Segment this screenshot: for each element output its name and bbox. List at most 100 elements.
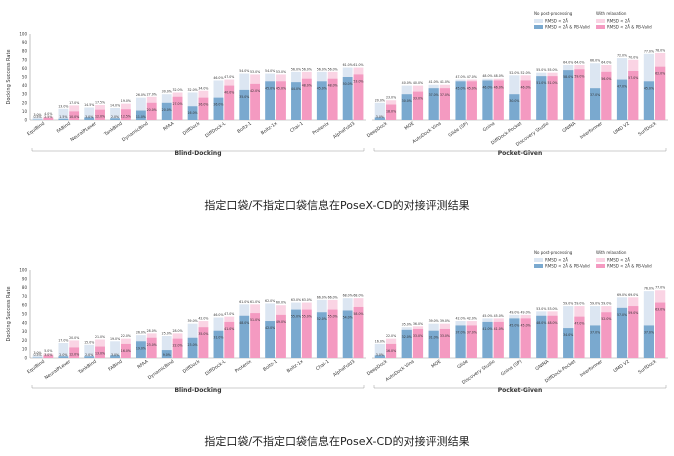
bar-raw-rmsd-pb	[536, 76, 547, 120]
bar-relax-rmsd-pb	[520, 80, 531, 120]
data-label: 42.0%	[455, 317, 465, 321]
data-label: 41.0%	[440, 80, 450, 84]
x-tick-label: Chai-1	[315, 359, 331, 372]
x-tick-label: Boltz-1x	[286, 359, 305, 375]
data-label: 31.0%	[429, 336, 439, 340]
data-label: 60.0%	[276, 301, 286, 305]
data-label: 15.0%	[84, 340, 94, 344]
data-label: 59.0%	[563, 302, 573, 306]
data-label: 12.0%	[95, 115, 105, 119]
data-label: 30.0%	[509, 99, 519, 103]
bar-raw-rmsd-pb	[265, 321, 276, 358]
data-label: 54.0%	[343, 315, 353, 319]
bar-relax-rmsd-pb	[385, 104, 397, 120]
x-tick-label: Interformer	[579, 359, 604, 379]
bar-relax-rmsd-pb	[520, 318, 531, 358]
bar-relax-rmsd-pb	[198, 327, 209, 358]
data-label: 33.0%	[413, 97, 423, 101]
x-tick-label: DeepDock	[366, 121, 389, 140]
bar-raw-rmsd	[110, 107, 120, 120]
bar-raw-rmsd-pb	[563, 328, 574, 358]
bar-relax-rmsd-pb	[412, 328, 424, 358]
bar-raw-rmsd-pb	[291, 82, 301, 120]
data-label: 27.0%	[172, 102, 182, 106]
data-label: 1.5%	[59, 115, 67, 119]
data-label: 59.0%	[574, 74, 584, 78]
data-label: 45.0%	[455, 86, 465, 90]
x-tick-label: Gnina (SP)	[500, 359, 523, 378]
data-label: 17.0%	[58, 339, 68, 343]
data-label: 42.0%	[467, 317, 477, 321]
data-label: 35.0%	[402, 323, 412, 327]
x-tick-label: NeuralPLexer	[44, 359, 72, 381]
data-label: 46.0%	[213, 76, 223, 80]
bar-relax-rmsd-pb	[412, 91, 424, 120]
x-tick-label: DiffDock	[182, 121, 202, 137]
data-label: 78.0%	[655, 48, 665, 52]
bar-relax-rmsd-pb	[628, 306, 639, 358]
data-label: 16.0%	[375, 339, 385, 343]
data-label: 37.0%	[429, 93, 439, 97]
x-tick-label: RFAA	[136, 358, 150, 370]
x-tick-label: Protenix	[234, 359, 253, 375]
data-label: 59.0%	[574, 302, 584, 306]
bar-raw-rmsd-pb	[239, 89, 250, 120]
data-label: 3.0%	[376, 353, 384, 357]
bar-relax-rmsd-pb	[69, 347, 80, 358]
data-label: 13.0%	[95, 352, 105, 356]
data-label: 66.0%	[317, 295, 327, 299]
x-tick-label: TankBind	[77, 359, 98, 376]
data-label: 47.0%	[455, 75, 465, 79]
bar-relax-rmsd-pb	[250, 83, 261, 120]
bar-raw-rmsd	[32, 355, 43, 358]
y-axis-label: Docking Success Rate	[6, 49, 12, 104]
x-tick-label: FABind	[56, 121, 72, 135]
bar-relax-rmsd-pb	[601, 312, 612, 358]
data-label: 42.0%	[250, 89, 260, 93]
x-tick-label: Boltz-1	[236, 121, 253, 135]
data-label: 49.0%	[276, 320, 286, 324]
x-tick-label: UMD V2	[612, 121, 631, 137]
data-label: 45.0%	[644, 86, 654, 90]
x-tick-label: TankBind	[102, 121, 123, 138]
data-label: 44.0%	[291, 87, 301, 91]
data-label: 0.5%	[33, 353, 41, 357]
data-label: 63.0%	[655, 308, 665, 312]
bar-relax-rmsd-pb	[601, 71, 612, 120]
bar-raw-rmsd-pb	[110, 118, 120, 120]
bar-relax-rmsd-pb	[120, 109, 131, 120]
bar-raw-rmsd-pb	[590, 88, 601, 120]
y-axis-label: Docking Success Rate	[6, 286, 12, 341]
x-tick-label: Interformer	[579, 121, 604, 141]
data-label: 64.0%	[563, 60, 573, 64]
data-label: 77.0%	[655, 286, 665, 290]
data-label: 46.0%	[494, 85, 504, 89]
x-tick-label: GNINA	[534, 358, 550, 372]
data-label: 19.0%	[136, 346, 146, 350]
y-tick-label: 100	[19, 268, 27, 273]
bar-raw-rmsd	[643, 291, 655, 358]
bar-raw-rmsd-pb	[135, 341, 146, 358]
data-label: 55.0%	[302, 315, 312, 319]
bar-raw-rmsd-pb	[239, 315, 250, 358]
legend-swatch-raw-rmsd	[534, 258, 543, 262]
y-tick-label: 20	[22, 100, 28, 105]
bar-relax-rmsd-pb	[327, 78, 338, 120]
bar-raw-rmsd	[84, 344, 95, 358]
y-tick-label: 0	[24, 356, 27, 361]
x-tick-label: DiffDock-L	[204, 358, 227, 377]
x-tick-label: SurfDock	[637, 121, 658, 138]
data-label: 45.0%	[494, 314, 504, 318]
data-label: 3.0%	[85, 115, 93, 119]
caption-1: 指定口袋/不指定口袋信息在PoseX-CD的对接评测结果	[204, 199, 470, 212]
data-label: 2.0%	[111, 115, 119, 119]
legend-label: RMSD < 2Å	[545, 257, 568, 262]
data-label: 49.0%	[509, 310, 519, 314]
y-tick-label: 80	[22, 285, 28, 290]
data-label: 48.0%	[302, 84, 312, 88]
data-label: 25.0%	[162, 332, 172, 336]
data-label: 58.0%	[353, 312, 363, 316]
data-label: 45.0%	[467, 86, 477, 90]
data-label: 34.0%	[563, 333, 573, 337]
data-label: 72.0%	[617, 54, 627, 58]
